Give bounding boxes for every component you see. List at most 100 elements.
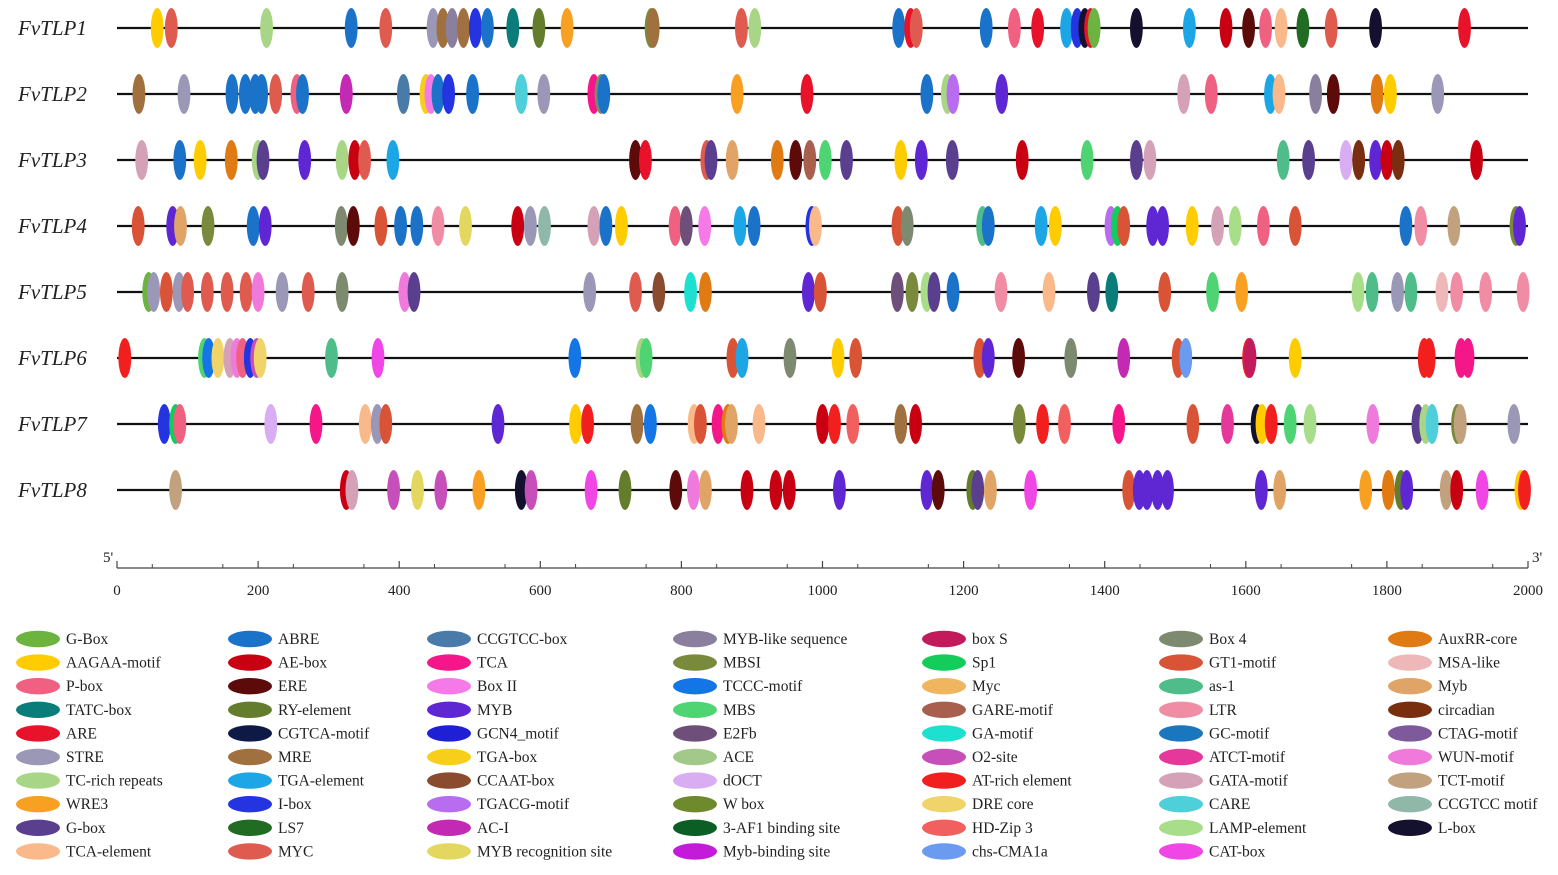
motif-l-box	[1130, 8, 1143, 48]
motif-lamp-element	[1228, 206, 1242, 246]
tick-label: 1600	[1231, 583, 1261, 599]
legend-label: CGTCA-motif	[278, 725, 370, 742]
legend-swatch	[673, 654, 717, 671]
motif-myb	[1369, 140, 1382, 180]
gene-label: FvTLP3	[17, 148, 87, 172]
motif-tca-element	[1042, 272, 1056, 312]
motif-auxrr-core	[770, 140, 784, 180]
legend-label: TGA-element	[278, 773, 365, 790]
motif-wun-motif	[687, 470, 700, 510]
motif-ae-box	[511, 206, 525, 246]
legend-item-ac-i: AC-I	[427, 819, 509, 837]
legend-label: Box II	[477, 678, 517, 695]
motif-gt1-motif	[379, 404, 393, 444]
motif-gt1-motif	[1158, 272, 1172, 312]
motif-ccgtcc-box	[397, 74, 410, 114]
legend-label: GA-motif	[972, 725, 1034, 742]
motif-wun-motif	[251, 272, 265, 312]
legend-swatch	[427, 748, 471, 766]
motif-abre	[481, 8, 494, 48]
motif-ae-box	[348, 140, 362, 180]
motif-mbsi	[201, 206, 215, 246]
motif-stre	[177, 74, 191, 114]
motif-stre	[583, 272, 597, 312]
legend-label: HD-Zip 3	[972, 820, 1033, 837]
legend-label: CCGTCC motif	[1438, 796, 1538, 813]
legend-label: GC-motif	[1209, 725, 1270, 742]
motif-myb	[802, 272, 815, 312]
motif-lamp-element	[1351, 272, 1365, 312]
motif-myb	[725, 404, 738, 444]
motif-ae-box	[1015, 140, 1029, 180]
motif-cat-box	[1024, 470, 1037, 510]
tick-label: 2000	[1513, 583, 1543, 599]
legend-swatch	[1159, 772, 1203, 789]
motif-p-box	[668, 206, 682, 246]
legend-swatch	[16, 654, 60, 671]
legend-label: ERE	[278, 678, 307, 695]
legend-label: MBSI	[723, 655, 761, 672]
motif-box-4	[335, 272, 349, 312]
motif-p-box	[1204, 74, 1218, 114]
legend-item-cgtca-motif: CGTCA-motif	[228, 725, 370, 742]
legend-item-doct: dOCT	[673, 772, 762, 790]
legend-swatch	[427, 654, 471, 671]
gene-track-fvtlp5: FvTLP5	[17, 272, 1530, 312]
motif-tc-rich-repeats	[260, 8, 273, 48]
motif-tga-element	[1034, 206, 1048, 246]
legend-item-myb-like-sequence: MYB-like sequence	[673, 630, 848, 648]
motif-tca-element	[809, 206, 822, 246]
legend-swatch	[1388, 725, 1432, 742]
three-prime-label: 3'	[1532, 550, 1543, 566]
motif-g-box	[1087, 8, 1101, 48]
motif-myb	[1151, 470, 1164, 510]
motif-wre3	[1359, 470, 1373, 510]
legend-label: WRE3	[66, 796, 108, 813]
legend-label: P-box	[66, 678, 103, 695]
motif-gt1-motif	[1117, 206, 1131, 246]
motif-stre	[1507, 404, 1521, 444]
tick-label: 1000	[808, 583, 838, 599]
motif-ere	[1326, 74, 1340, 114]
motif-tca	[1461, 338, 1475, 378]
gene-track-fvtlp6: FvTLP6	[17, 338, 1528, 378]
motif-ae-box	[1380, 140, 1394, 180]
legend-swatch	[922, 843, 966, 860]
legend-swatch	[673, 725, 717, 742]
motif-myc	[239, 272, 253, 312]
motif-tgacg-motif	[946, 74, 960, 114]
motif-abre	[410, 206, 424, 246]
motif-tga-element	[386, 140, 400, 180]
motif-tct-motif	[1447, 206, 1461, 246]
motif-wre3	[730, 74, 744, 114]
legend-label: L-box	[1438, 820, 1476, 837]
motif-myb-recognition-site	[411, 470, 424, 510]
motif-g-box	[704, 140, 718, 180]
motif-ry-element	[532, 8, 546, 48]
legend-item-gare-motif: GARE-motif	[922, 701, 1054, 719]
legend-swatch	[1159, 654, 1203, 671]
gene-label: FvTLP7	[17, 412, 88, 436]
legend-label: CCAAT-box	[477, 773, 555, 790]
legend-item-ccgtcc-motif: CCGTCC motif	[1388, 796, 1538, 813]
motif-myc	[269, 74, 283, 114]
legend-item-w-box: W box	[673, 796, 765, 813]
legend-swatch	[1159, 678, 1203, 695]
motif-myb	[1140, 470, 1154, 510]
legend-item-tccc-motif: TCCC-motif	[673, 678, 803, 695]
legend-item-l-box: L-box	[1388, 819, 1476, 837]
legend-item-mbs: MBS	[673, 701, 756, 719]
legend-swatch	[673, 819, 717, 836]
motif-box-4	[1064, 338, 1078, 378]
motif-ls7	[1296, 8, 1310, 48]
motif-gata-motif	[345, 470, 359, 510]
motif-ere	[669, 470, 683, 510]
legend-label: TC-rich repeats	[66, 773, 163, 790]
motif-myb	[491, 404, 505, 444]
legend-item-ccgtcc-box: CCGTCC-box	[427, 630, 568, 648]
motif-mbsi	[905, 272, 919, 312]
legend-item-myb-binding-site: Myb-binding site	[673, 843, 830, 860]
motif-as-1	[1404, 272, 1418, 312]
legend-swatch	[1388, 796, 1432, 813]
motif-myb	[981, 338, 995, 378]
